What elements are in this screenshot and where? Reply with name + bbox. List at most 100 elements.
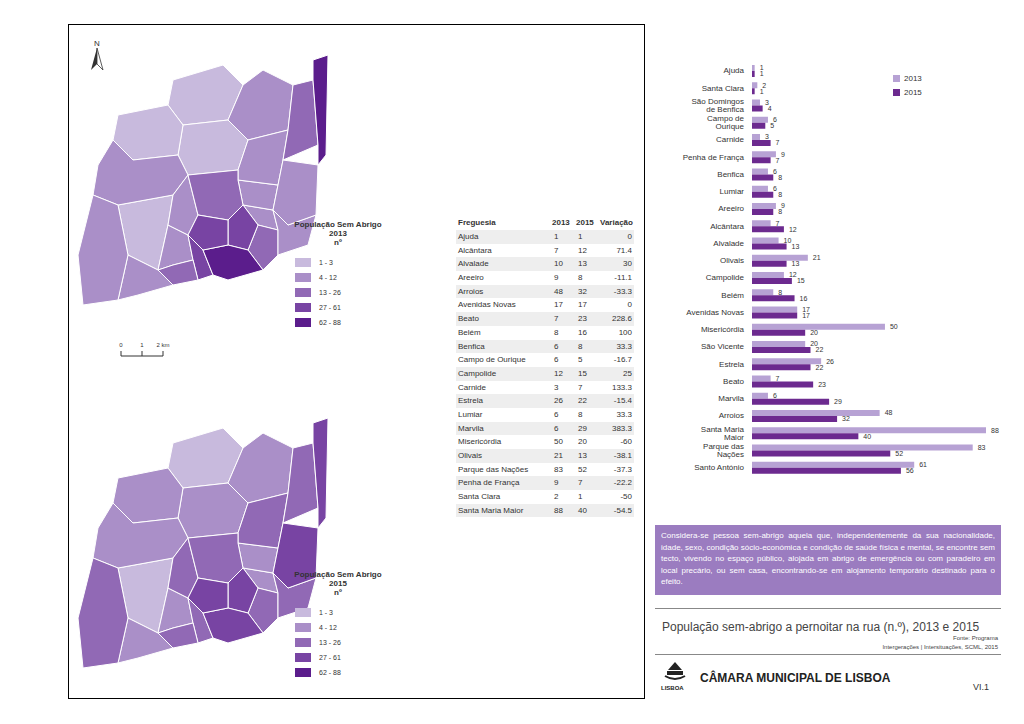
svg-text:Campolide: Campolide: [706, 273, 745, 282]
svg-text:20: 20: [810, 329, 818, 336]
svg-text:13: 13: [792, 260, 800, 267]
html-text:Avenidas Novas: Avenidas Novas: [458, 300, 516, 310]
svg-text:32: 32: [842, 415, 850, 422]
svg-text:Alcântara: Alcântara: [710, 222, 744, 231]
svg-text:7: 7: [776, 157, 780, 164]
html-text:383.3: 383.3: [612, 423, 632, 433]
html-text:33.3: 33.3: [616, 341, 632, 351]
svg-text:Lumiar: Lumiar: [720, 187, 745, 196]
svg-text:1: 1: [760, 88, 764, 95]
svg-text:Areeiro: Areeiro: [718, 204, 744, 213]
svg-text:4: 4: [768, 105, 772, 112]
html-text:CÂMARA MUNICIPAL DE LISBOA: CÂMARA MUNICIPAL DE LISBOA: [700, 671, 891, 685]
svg-text:N: N: [94, 39, 100, 48]
svg-text:Avenidas Novas: Avenidas Novas: [686, 308, 744, 317]
html-text:-33.3: -33.3: [613, 286, 632, 296]
html-text:-11.1: -11.1: [614, 273, 632, 283]
svg-text:Marvila: Marvila: [718, 394, 744, 403]
svg-text:7: 7: [776, 375, 780, 382]
svg-text:48: 48: [885, 409, 893, 416]
svg-text:22: 22: [816, 346, 824, 353]
svg-text:Penha de França: Penha de França: [683, 153, 745, 162]
html-text:Belém: Belém: [458, 327, 481, 337]
svg-text:7: 7: [776, 139, 780, 146]
svg-text:88: 88: [991, 427, 999, 434]
svg-text:Misericórdia: Misericórdia: [701, 325, 745, 334]
svg-text:17: 17: [802, 312, 810, 319]
svg-text:São Domingosde Benfica: São Domingosde Benfica: [692, 97, 745, 114]
svg-text:8: 8: [778, 174, 782, 181]
svg-text:Santa MariaMaior: Santa MariaMaior: [701, 425, 745, 442]
svg-text:Parque dasNações: Parque dasNações: [703, 442, 744, 459]
html-text:100: 100: [618, 327, 632, 337]
svg-text:22: 22: [816, 364, 824, 371]
svg-text:2 km: 2 km: [156, 342, 169, 348]
svg-text:52: 52: [895, 450, 903, 457]
html-text:-15.4: -15.4: [613, 396, 632, 406]
svg-text:Olivais: Olivais: [720, 256, 744, 265]
html-text:Lumiar: Lumiar: [458, 409, 483, 419]
svg-text:13: 13: [792, 243, 800, 250]
svg-text:3: 3: [765, 133, 769, 140]
svg-text:Beato: Beato: [723, 377, 744, 386]
svg-text:Estrela: Estrela: [719, 360, 744, 369]
html-text:Campolide: Campolide: [458, 368, 497, 378]
svg-text:10: 10: [784, 237, 792, 244]
svg-text:7: 7: [776, 220, 780, 227]
svg-text:16: 16: [800, 295, 808, 302]
html-text:População Sem Abrigo 2013: População Sem Abrigo 2013: [294, 220, 382, 238]
html-text:População Sem Abrigo 2015: População Sem Abrigo 2015: [294, 570, 382, 588]
html-text:71.4: 71.4: [616, 245, 632, 255]
svg-text:23: 23: [818, 381, 826, 388]
html-text:Campo de Ourique: Campo de Ourique: [458, 355, 526, 365]
svg-text:6: 6: [773, 168, 777, 175]
svg-text:São Vicente: São Vicente: [701, 342, 745, 351]
svg-text:40: 40: [863, 433, 871, 440]
svg-text:26: 26: [826, 358, 834, 365]
svg-text:Alvalade: Alvalade: [713, 239, 744, 248]
html-text:Benfica: Benfica: [458, 341, 485, 351]
svg-text:5: 5: [770, 122, 774, 129]
svg-text:50: 50: [890, 323, 898, 330]
svg-text:1: 1: [140, 342, 144, 348]
svg-text:6: 6: [773, 392, 777, 399]
svg-text:29: 29: [834, 398, 842, 405]
svg-text:0: 0: [119, 342, 123, 348]
html-text:Arroios: Arroios: [458, 286, 484, 296]
svg-text:Carnide: Carnide: [716, 135, 745, 144]
svg-text:Belém: Belém: [721, 291, 744, 300]
html-text:Estrela: Estrela: [458, 396, 483, 406]
html-text:33.3: 33.3: [616, 409, 632, 419]
svg-text:61: 61: [919, 461, 927, 468]
html-text:Considera-se pessoa sem-abrigo: Considera-se pessoa sem-abrigo aquela qu…: [661, 531, 995, 586]
html-text:-16.7: -16.7: [613, 355, 632, 365]
svg-text:8: 8: [778, 208, 782, 215]
svg-text:12: 12: [789, 226, 797, 233]
svg-text:15: 15: [797, 277, 805, 284]
svg-text:Santo António: Santo António: [694, 463, 744, 472]
html-text:População sem-abrigo a pernoit: População sem-abrigo a pernoitar na rua …: [662, 620, 980, 634]
html-text:Carnide: Carnide: [458, 382, 486, 392]
html-text:Marvila: Marvila: [458, 423, 484, 433]
html-text:Alvalade: Alvalade: [458, 259, 489, 269]
html-text:228.6: 228.6: [612, 314, 632, 324]
svg-text:12: 12: [789, 271, 797, 278]
svg-text:Arroios: Arroios: [719, 411, 744, 420]
svg-text:Santa Clara: Santa Clara: [702, 84, 745, 93]
svg-text:Campo deOurique: Campo deOurique: [707, 114, 744, 131]
html-text:Misericórdia: Misericórdia: [458, 437, 502, 447]
svg-text:9: 9: [781, 151, 785, 158]
svg-text:8: 8: [778, 191, 782, 198]
svg-text:83: 83: [978, 444, 986, 451]
svg-text:6: 6: [773, 185, 777, 192]
html-text:133.3: 133.3: [612, 382, 632, 392]
html-text:Beato: Beato: [458, 314, 479, 324]
svg-text:8: 8: [778, 289, 782, 296]
svg-text:Benfica: Benfica: [717, 170, 744, 179]
html-text:Alcântara: Alcântara: [458, 245, 492, 255]
html-text:Areeiro: Areeiro: [458, 273, 484, 283]
svg-text:Ajuda: Ajuda: [724, 66, 745, 75]
svg-text:56: 56: [906, 467, 914, 474]
svg-text:21: 21: [813, 254, 821, 261]
svg-text:1: 1: [760, 70, 764, 77]
